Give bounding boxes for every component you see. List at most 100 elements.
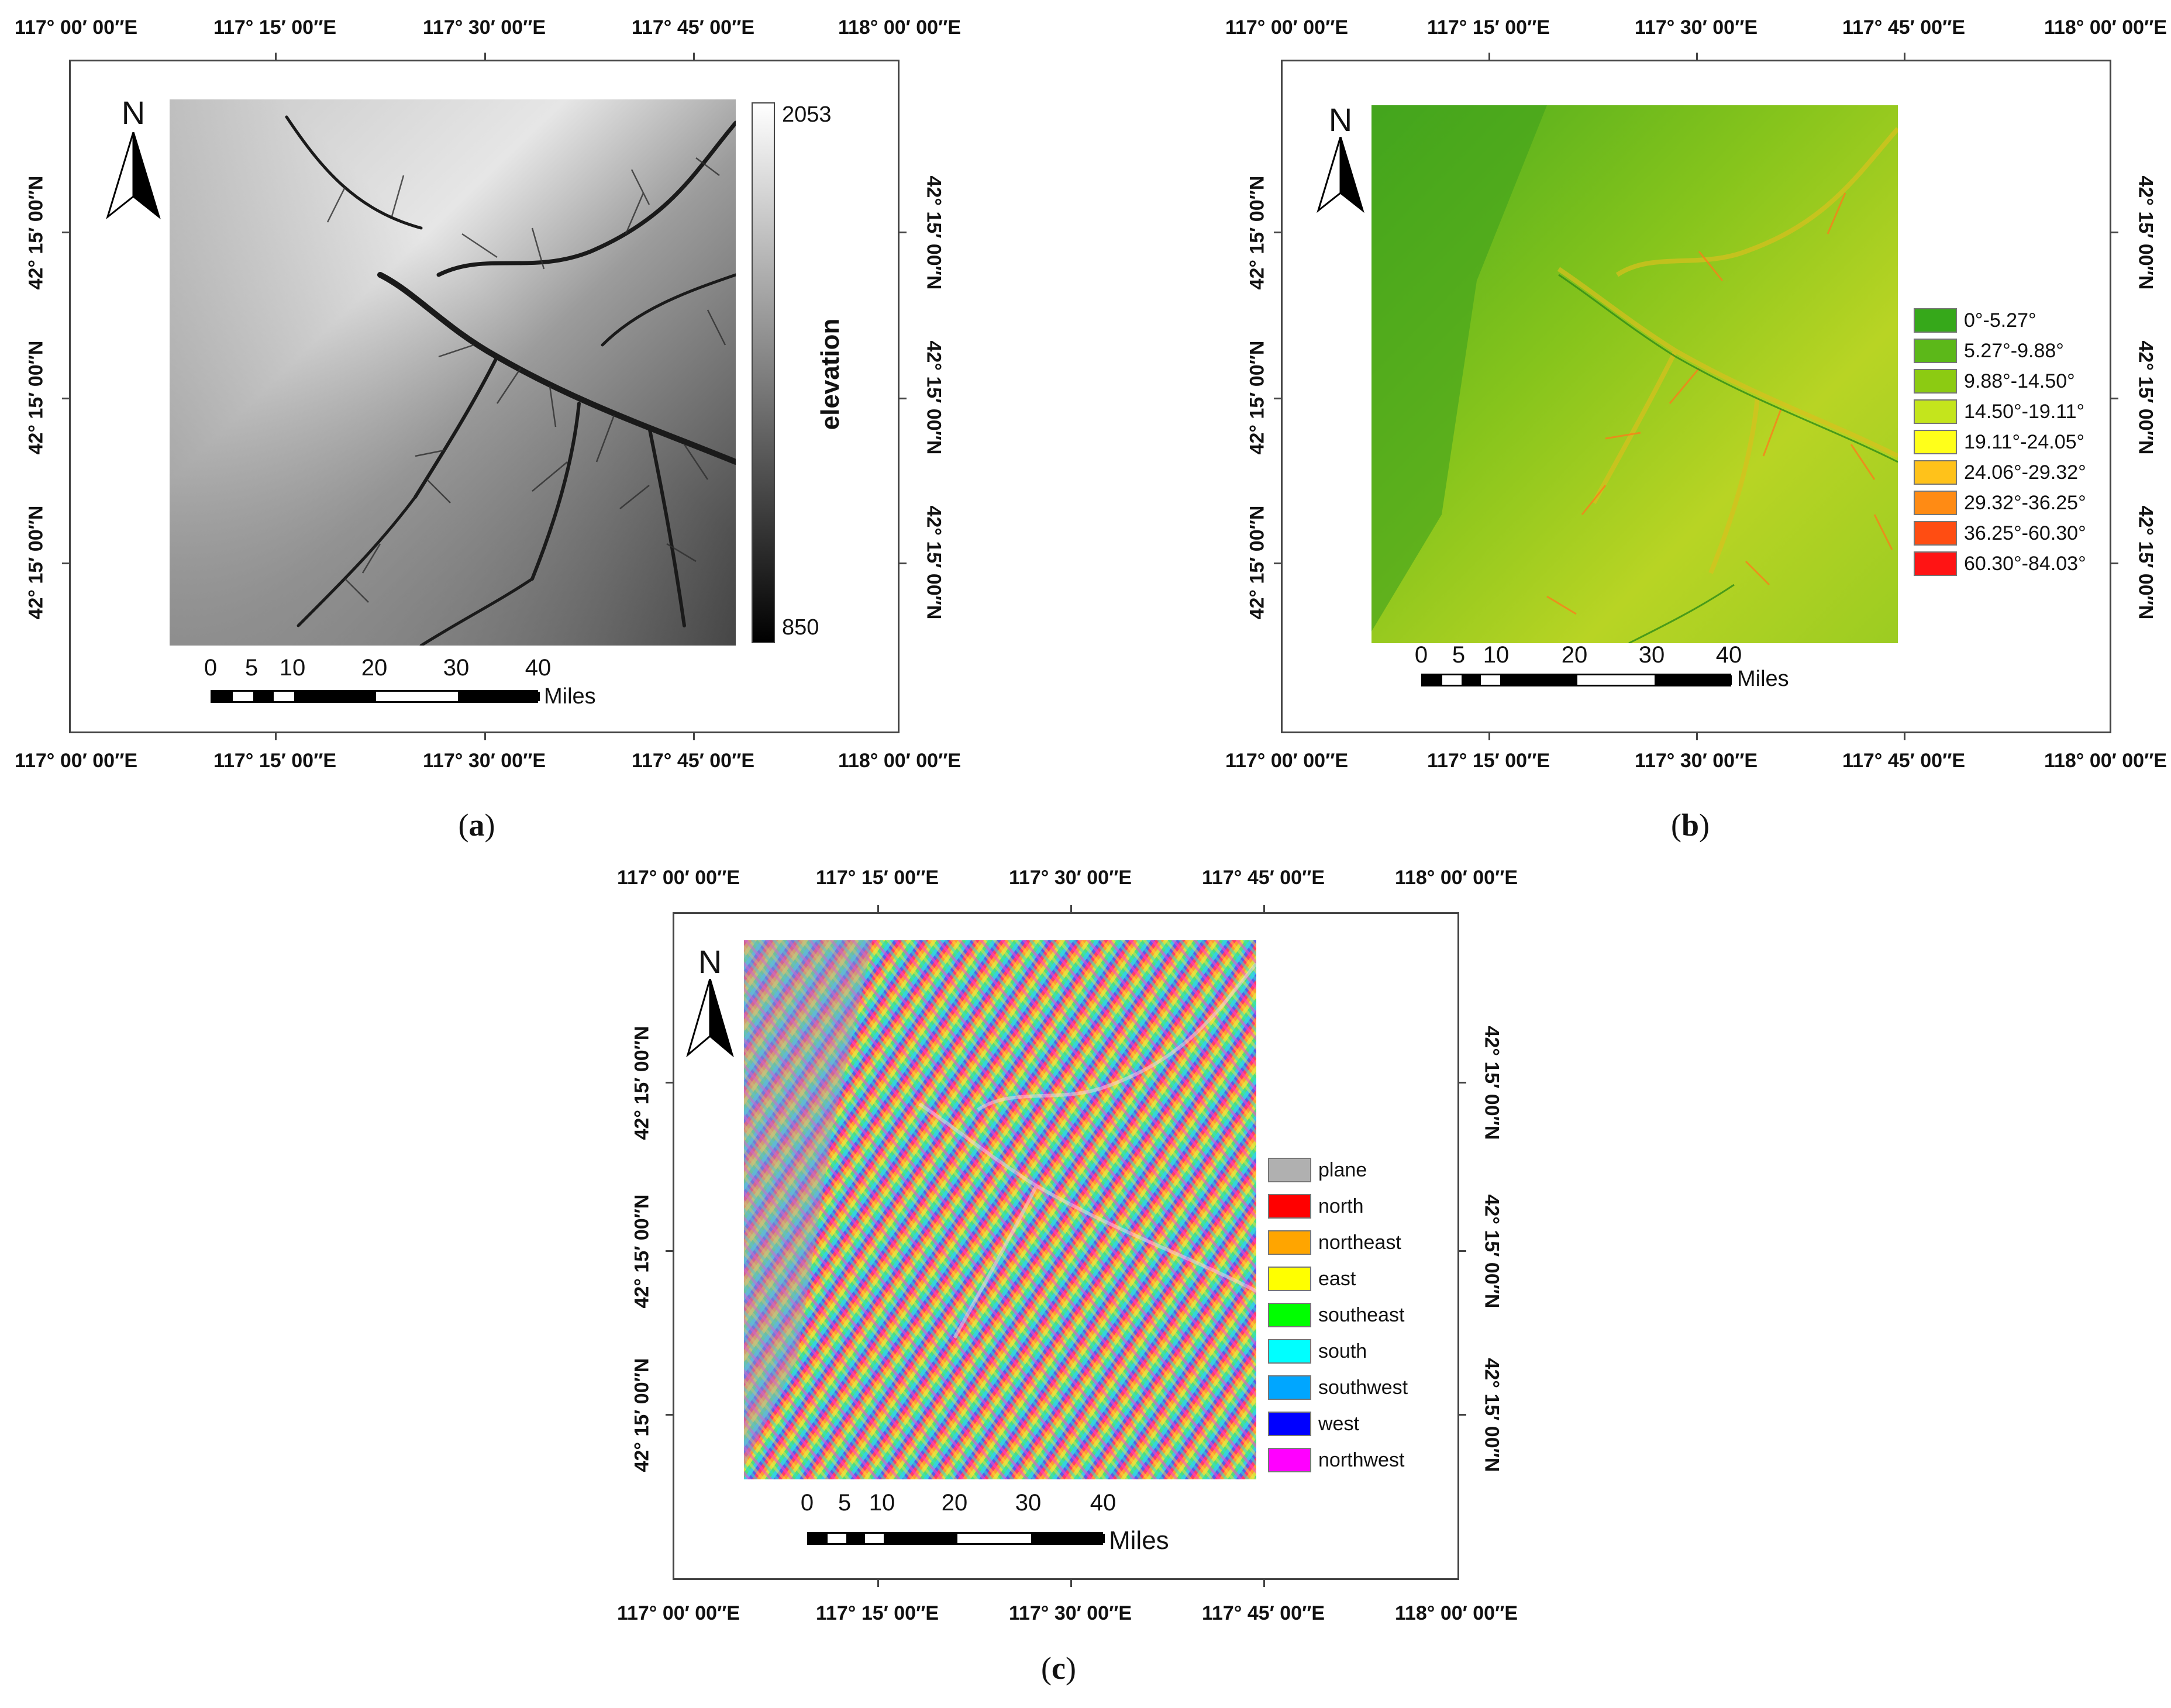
- scale-tick-label: 0: [1414, 642, 1428, 668]
- legend-swatch: [1914, 430, 1957, 454]
- legend-swatch: [1914, 339, 1957, 363]
- legend-swatch: [1914, 399, 1957, 424]
- lon-label: 117° 45′ 00″E: [1842, 750, 1966, 772]
- lon-label: 118° 00′ 00″E: [2044, 750, 2167, 772]
- north-label: N: [1328, 101, 1353, 138]
- map-frame: [673, 912, 1459, 1580]
- lat-label: 42° 15′ 00″N: [1246, 340, 1269, 455]
- colorbar-title: elevation: [816, 318, 845, 430]
- lon-label: 117° 00′ 00″E: [14, 16, 138, 39]
- legend-item: 5.27°-9.88°: [1914, 337, 2064, 364]
- lon-label: 117° 30′ 00″E: [422, 750, 546, 772]
- lat-label: 42° 15′ 00″N: [1480, 1026, 1503, 1140]
- legend-swatch: [1268, 1448, 1311, 1472]
- lat-label: 42° 15′ 00″N: [2134, 175, 2157, 290]
- scale-tick-label: 10: [1483, 642, 1510, 668]
- legend-item: 0°-5.27°: [1914, 307, 2036, 334]
- scale-tick-label: 30: [443, 655, 470, 681]
- legend-swatch: [1914, 491, 1957, 515]
- north-arrow: N: [1316, 101, 1365, 215]
- legend-label: plane: [1318, 1158, 1367, 1181]
- scale-tick-label: 0: [800, 1490, 814, 1516]
- lon-label: 117° 45′ 00″E: [631, 750, 755, 772]
- lon-label: 117° 30′ 00″E: [422, 16, 546, 39]
- legend-item: southwest: [1268, 1374, 1408, 1401]
- legend-item: 60.30°-84.03°: [1914, 550, 2086, 577]
- legend-label: west: [1318, 1412, 1359, 1435]
- lat-label: 42° 15′ 00″N: [630, 1194, 653, 1309]
- legend-swatch: [1914, 521, 1957, 546]
- legend-item: plane: [1268, 1157, 1367, 1183]
- lon-label: 117° 15′ 00″E: [1426, 750, 1550, 772]
- legend-label: southeast: [1318, 1303, 1405, 1326]
- north-arrow-icon: [106, 132, 161, 220]
- north-arrow-icon: [1317, 137, 1364, 213]
- lon-label: 117° 15′ 00″E: [815, 867, 939, 889]
- scale-unit-label: Miles: [1109, 1526, 1169, 1555]
- lat-label: 42° 15′ 00″N: [25, 340, 47, 455]
- legend-swatch: [1268, 1194, 1311, 1219]
- scale-tick-label: 10: [869, 1490, 895, 1516]
- lat-label: 42° 15′ 00″N: [2134, 340, 2157, 455]
- legend-item: west: [1268, 1410, 1359, 1437]
- legend-item: 14.50°-19.11°: [1914, 398, 2084, 425]
- lon-label: 117° 00′ 00″E: [14, 750, 138, 772]
- legend-swatch: [1268, 1158, 1311, 1182]
- scale-tick-label: 5: [838, 1490, 852, 1516]
- legend-item: east: [1268, 1265, 1356, 1292]
- lon-label: 118° 00′ 00″E: [2044, 16, 2167, 39]
- legend-label: 0°-5.27°: [1964, 309, 2036, 332]
- legend-swatch: [1914, 551, 1957, 576]
- lon-label: 117° 30′ 00″E: [1634, 750, 1758, 772]
- legend-label: 24.06°-29.32°: [1964, 461, 2086, 484]
- legend-swatch: [1268, 1375, 1311, 1400]
- north-label: N: [121, 94, 146, 131]
- legend-swatch: [1268, 1339, 1311, 1364]
- north-arrow: N: [685, 943, 735, 1060]
- lat-label: 42° 15′ 00″N: [630, 1026, 653, 1140]
- scale-bar: 0 5 10 20 30 40 Miles: [1415, 642, 1831, 701]
- lat-label: 42° 15′ 00″N: [1246, 175, 1269, 290]
- legend-label: northeast: [1318, 1231, 1401, 1254]
- lon-label: 118° 00′ 00″E: [1394, 867, 1518, 889]
- lat-label: 42° 15′ 00″N: [1246, 505, 1269, 620]
- scale-unit-label: Miles: [1737, 667, 1789, 691]
- lon-label: 117° 00′ 00″E: [616, 1602, 740, 1624]
- legend-label: east: [1318, 1267, 1356, 1290]
- lon-label: 117° 45′ 00″E: [631, 16, 755, 39]
- legend-swatch: [1268, 1412, 1311, 1436]
- legend-item: 19.11°-24.05°: [1914, 429, 2084, 456]
- colorbar-max-label: 2053: [782, 102, 832, 127]
- scale-tick-label: 20: [941, 1490, 968, 1516]
- legend-label: 60.30°-84.03°: [1964, 552, 2086, 575]
- lat-label: 42° 15′ 00″N: [630, 1358, 653, 1472]
- lon-label: 118° 00′ 00″E: [838, 16, 962, 39]
- lon-label: 117° 30′ 00″E: [1008, 867, 1132, 889]
- legend-item: southeast: [1268, 1302, 1404, 1329]
- lon-label: 117° 00′ 00″E: [616, 867, 740, 889]
- colorbar-min-label: 850: [782, 615, 819, 640]
- lat-label: 42° 15′ 00″N: [25, 175, 47, 290]
- legend-label: 14.50°-19.11°: [1964, 400, 2085, 423]
- panel-caption: (b): [1670, 808, 1710, 843]
- legend-item: south: [1268, 1338, 1367, 1365]
- legend-item: 29.32°-36.25°: [1914, 489, 2086, 516]
- lon-label: 118° 00′ 00″E: [1394, 1602, 1518, 1624]
- legend-swatch: [1268, 1267, 1311, 1291]
- scale-tick-label: 5: [1452, 642, 1466, 668]
- lon-label: 117° 00′ 00″E: [1225, 16, 1349, 39]
- lat-label: 42° 15′ 00″N: [2134, 505, 2157, 620]
- lat-label: 42° 15′ 00″N: [922, 175, 945, 290]
- scale-tick-label: 5: [244, 655, 259, 681]
- slope-raster: [1371, 105, 1898, 643]
- lon-label: 117° 45′ 00″E: [1201, 1602, 1325, 1624]
- scale-tick-label: 20: [361, 655, 388, 681]
- scale-tick-label: 40: [525, 655, 552, 681]
- lat-label: 42° 15′ 00″N: [922, 505, 945, 620]
- scale-bar: 0 5 10 20 30 40 Miles: [801, 1490, 1217, 1555]
- lon-label: 117° 00′ 00″E: [1225, 750, 1349, 772]
- scale-tick-label: 40: [1715, 642, 1742, 668]
- legend-swatch: [1914, 308, 1957, 333]
- legend-label: 5.27°-9.88°: [1964, 339, 2064, 362]
- panel-caption: (c): [1041, 1651, 1076, 1686]
